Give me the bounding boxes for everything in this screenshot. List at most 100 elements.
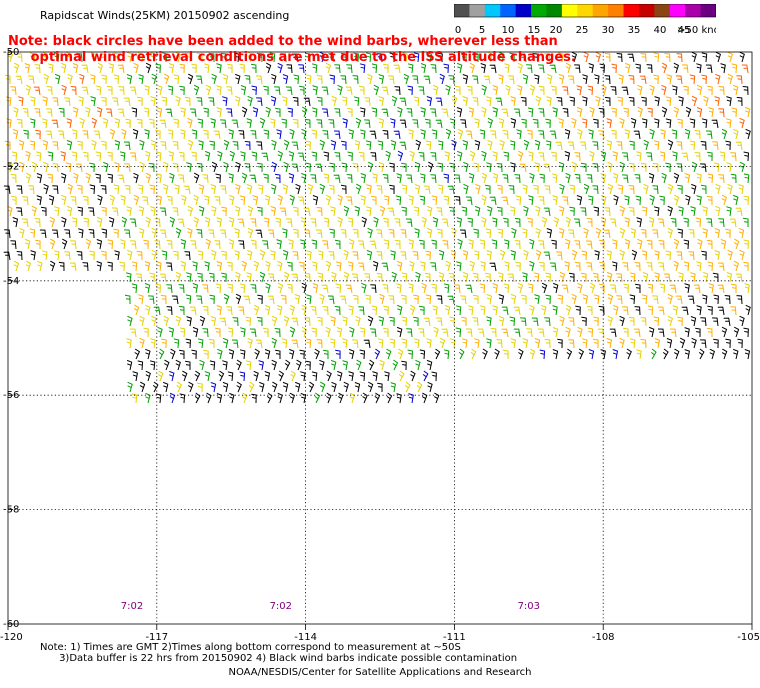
wind-barb: [280, 53, 287, 63]
wind-barb: [330, 206, 336, 217]
wind-barb: [454, 174, 461, 184]
wind-barb-layer: [3, 51, 751, 404]
wind-barb: [687, 295, 695, 305]
wind-barb: [622, 152, 629, 162]
wind-barb: [352, 339, 359, 349]
wind-barb: [538, 152, 545, 162]
wind-barb: [357, 262, 365, 272]
wind-barb: [725, 118, 732, 129]
wind-barb: [707, 261, 714, 272]
wind-barb: [349, 326, 355, 338]
wind-barb: [413, 316, 419, 327]
wind-barb: [619, 117, 625, 129]
wind-barb: [187, 73, 194, 85]
wind-barb: [593, 294, 600, 305]
wind-barb: [706, 195, 713, 206]
wind-barb: [67, 183, 73, 195]
wind-barb: [636, 349, 642, 360]
wind-barb: [623, 327, 629, 337]
wind-barb: [559, 183, 565, 195]
wind-barb: [354, 382, 361, 393]
wind-barb: [667, 227, 673, 239]
wind-barb: [673, 348, 680, 360]
wind-barb: [22, 196, 29, 206]
wind-barb: [562, 108, 569, 118]
wind-barb: [510, 96, 516, 107]
wind-barb: [626, 348, 632, 360]
wind-barb: [678, 272, 684, 283]
wind-barb: [667, 293, 673, 305]
wind-barb: [248, 381, 255, 393]
wind-barb: [203, 349, 209, 360]
wind-barb: [61, 62, 67, 74]
wind-barb: [29, 140, 36, 151]
wind-barb: [586, 174, 593, 184]
wind-barb: [538, 240, 545, 250]
wind-barb: [228, 129, 234, 140]
wind-barb: [522, 184, 528, 195]
wind-barb: [288, 239, 294, 250]
wind-barb: [319, 293, 325, 305]
wind-barb: [249, 174, 257, 184]
wind-barb: [178, 174, 185, 184]
wind-barb: [583, 51, 589, 63]
footer-notes: Note: 1) Times are GMT 2)Times along bot…: [40, 642, 517, 664]
wind-barb: [123, 97, 131, 107]
wind-barb: [456, 261, 462, 272]
wind-barb: [252, 195, 259, 206]
wind-barb: [129, 328, 137, 338]
wind-barb: [386, 392, 393, 404]
wind-barb: [82, 151, 89, 162]
scale-swatch: [592, 4, 609, 17]
wind-barb: [331, 95, 337, 107]
wind-barb: [255, 75, 263, 85]
wind-barb: [355, 183, 362, 195]
wind-barb: [587, 195, 594, 206]
wind-barb: [604, 75, 611, 85]
wind-barb: [187, 139, 194, 151]
wind-barb: [415, 271, 421, 283]
wind-barb: [581, 250, 588, 261]
wind-barb: [472, 272, 479, 283]
wind-barb: [145, 62, 152, 74]
wind-barb: [222, 381, 229, 393]
wind-barb: [202, 328, 209, 338]
wind-barb: [366, 250, 373, 261]
wind-barb: [481, 216, 487, 228]
wind-barb: [215, 173, 221, 184]
wind-barb: [408, 283, 414, 294]
wind-barb: [580, 207, 587, 217]
wind-barb: [736, 295, 743, 305]
wind-barb: [653, 206, 660, 217]
wind-barb: [550, 85, 557, 95]
wind-barb: [241, 392, 248, 404]
wind-barb: [333, 174, 341, 184]
wind-barb: [175, 51, 182, 63]
wind-barb: [270, 206, 277, 217]
scale-swatch: [685, 4, 702, 17]
wind-barb: [289, 128, 295, 140]
wind-barb: [292, 206, 299, 217]
wind-barb: [382, 284, 389, 294]
wind-barb: [151, 249, 157, 261]
wind-barb: [541, 282, 548, 294]
wind-barb: [215, 327, 221, 337]
wind-barb: [556, 97, 563, 107]
wind-barb: [15, 75, 23, 85]
wind-barb: [323, 173, 330, 184]
wind-barb: [573, 218, 581, 228]
wind-barb: [426, 96, 433, 107]
wind-barb: [113, 228, 119, 239]
wind-barb: [606, 140, 613, 151]
wind-barb: [127, 381, 133, 393]
wind-barb: [389, 184, 395, 195]
wind-barb: [184, 96, 191, 107]
wind-barb: [96, 216, 103, 228]
wind-barb: [291, 163, 299, 173]
wind-barb: [405, 218, 413, 228]
wind-barb: [120, 239, 126, 250]
wind-barb: [736, 96, 743, 107]
wind-barb: [277, 260, 283, 272]
wind-barb: [503, 217, 509, 227]
wind-barb: [509, 140, 516, 151]
